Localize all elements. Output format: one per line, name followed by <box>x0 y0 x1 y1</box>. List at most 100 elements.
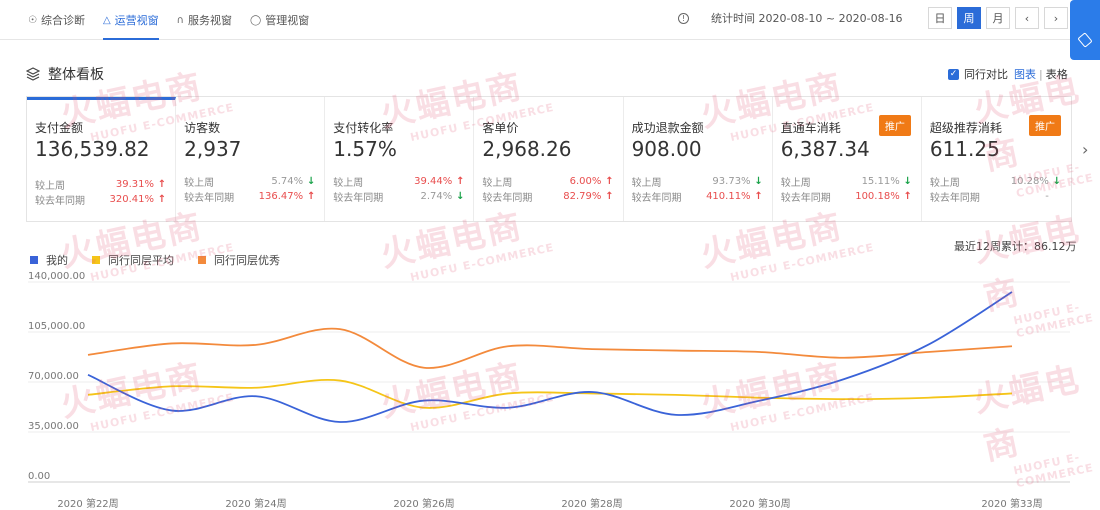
yoy-row: 较去年同期 82.79% ↑ <box>482 189 614 204</box>
x-tick-label: 2020 第33周 <box>981 497 1042 510</box>
metric-label: 成功退款金额 <box>631 121 704 135</box>
yoy-row: 较去年同期 136.47% ↑ <box>184 189 316 204</box>
wow-label: 较上周 <box>482 178 513 189</box>
x-tick-label: 2020 第24周 <box>225 497 286 510</box>
wow-row: 较上周 10.28% ↓ <box>930 174 1062 189</box>
yoy-row: 较去年同期 - <box>930 189 1062 204</box>
wow-row: 较上周 6.00% ↑ <box>482 174 614 189</box>
wow-value: 39.31% <box>115 179 154 190</box>
wow-label: 较上周 <box>184 178 215 189</box>
metric-comparisons: 较上周 93.73% ↓ 较去年同期 410.11% ↑ <box>632 174 764 204</box>
wow-label: 较上周 <box>35 181 65 192</box>
metric-card[interactable]: 成功退款金额 908.00 较上周 93.73% ↓ 较去年同期 410.11% ↑ <box>624 97 773 221</box>
y-tick-label: 105,000.00 <box>28 321 85 332</box>
chevron-right-icon: › <box>1053 11 1059 25</box>
x-tick-label: 2020 第30周 <box>729 497 790 510</box>
metric-card[interactable]: 直通车消耗 6,387.34 推广 较上周 15.11% ↓ 较去年同期 100.18% ↑ <box>773 97 922 221</box>
metric-card[interactable]: 支付转化率 1.57% 较上周 39.44% ↑ 较去年同期 2.74% ↓ <box>325 97 475 221</box>
tab-management[interactable]: ◯ 管理视窗 <box>250 0 309 40</box>
tab-diagnosis[interactable]: ☉ 综合诊断 <box>28 0 85 40</box>
tab-service[interactable]: ∩ 服务视窗 <box>177 0 232 40</box>
compare-checkbox[interactable]: ✓ <box>948 68 959 80</box>
edit-icon <box>1077 32 1093 48</box>
metric-card[interactable]: 客单价 2,968.26 较上周 6.00% ↑ 较去年同期 82.79% ↑ <box>474 97 624 221</box>
shield-icon: △ <box>102 14 111 26</box>
promo-badge[interactable]: 推广 <box>1028 115 1061 136</box>
wow-value: 10.28% <box>1010 176 1049 187</box>
yoy-value: 136.47% <box>258 191 304 202</box>
layers-icon <box>26 67 40 81</box>
arrow-up-icon: ↑ <box>456 176 465 187</box>
metric-label: 直通车消耗 <box>780 121 841 135</box>
wow-value: 6.00% <box>569 176 602 187</box>
arrow-down-icon: ↓ <box>456 191 465 202</box>
view-table-link[interactable]: 表格 <box>1045 68 1068 81</box>
metric-comparisons: 较上周 39.44% ↑ 较去年同期 2.74% ↓ <box>333 174 465 204</box>
tab-operations[interactable]: △ 运营视窗 <box>102 0 159 40</box>
wow-value: 15.11% <box>861 176 900 187</box>
arrow-down-icon: ↓ <box>1052 176 1062 187</box>
medal-icon: ◯ <box>250 14 262 26</box>
yoy-label: 较去年同期 <box>631 193 682 204</box>
yoy-value: - <box>1045 191 1049 202</box>
metric-value: 2,937 <box>184 137 242 161</box>
metric-card[interactable]: 访客数 2,937 较上周 5.74% ↓ 较去年同期 136.47% ↑ <box>176 97 326 221</box>
tab-label: 运营视窗 <box>114 14 159 27</box>
view-chart-link[interactable]: 图表 <box>1014 68 1036 81</box>
stat-period-label: 统计时间 2020-08-10 ~ 2020-08-16 <box>711 12 903 25</box>
metric-value: 611.25 <box>929 137 1000 161</box>
side-tool-button[interactable] <box>1070 0 1100 60</box>
legend-label: 我的 <box>46 254 68 267</box>
cards-next-button[interactable]: › <box>1082 140 1088 159</box>
y-tick-label: 0.00 <box>28 471 50 482</box>
period-week-button[interactable]: 周 <box>957 7 981 29</box>
chart-legend: 我的 同行同层平均 同行同层优秀 <box>30 252 304 268</box>
yoy-label: 较去年同期 <box>482 193 533 204</box>
legend-item[interactable]: 我的 <box>30 252 68 268</box>
series-line-0[interactable] <box>87 291 1013 423</box>
metric-value: 136,539.82 <box>35 137 150 161</box>
stat-period: ! 统计时间 2020-08-10 ~ 2020-08-16 <box>678 0 903 36</box>
prev-period-button[interactable]: ‹ <box>1015 7 1039 29</box>
yoy-value: 82.79% <box>563 191 602 202</box>
wow-row: 较上周 5.74% ↓ <box>184 174 316 189</box>
metric-comparisons: 较上周 15.11% ↓ 较去年同期 100.18% ↑ <box>781 174 913 204</box>
yoy-label: 较去年同期 <box>780 193 831 204</box>
arrow-up-icon: ↑ <box>157 194 167 205</box>
cumulative-total: 最近12周累计：86.12万 <box>954 240 1077 253</box>
wow-row: 较上周 93.73% ↓ <box>632 174 764 189</box>
yoy-value: 320.41% <box>109 194 155 205</box>
arrow-up-icon: ↑ <box>605 191 614 202</box>
metric-label: 访客数 <box>184 121 221 135</box>
wow-label: 较上周 <box>929 178 960 189</box>
next-period-button[interactable]: › <box>1044 7 1068 29</box>
view-separator: | <box>1039 67 1043 81</box>
period-day-button[interactable]: 日 <box>928 7 952 29</box>
section-title: 整体看板 <box>48 67 104 83</box>
y-tick-label: 35,000.00 <box>28 421 79 432</box>
compare-label: 同行对比 <box>964 68 1008 81</box>
legend-item[interactable]: 同行同层平均 <box>92 252 174 268</box>
yoy-label: 较去年同期 <box>333 193 384 204</box>
wow-row: 较上周 15.11% ↓ <box>781 174 913 189</box>
series-line-1[interactable] <box>87 379 1013 409</box>
metric-label: 支付金额 <box>35 121 84 135</box>
arrow-up-icon: ↑ <box>903 191 912 202</box>
section-header: 整体看板 <box>26 56 104 92</box>
arrow-down-icon: ↓ <box>306 176 316 187</box>
metric-value: 908.00 <box>631 137 702 161</box>
wow-row: 较上周 39.44% ↑ <box>333 174 465 189</box>
wow-value: 39.44% <box>414 176 453 187</box>
promo-badge[interactable]: 推广 <box>878 115 911 136</box>
wow-row: 较上周 39.31% ↑ <box>35 177 167 192</box>
period-month-button[interactable]: 月 <box>986 7 1010 29</box>
period-switch: 日 周 月 ‹ › <box>928 7 1073 29</box>
x-tick-label: 2020 第28周 <box>561 497 622 510</box>
metric-card[interactable]: 超级推荐消耗 611.25 推广 较上周 10.28% ↓ 较去年同期 - <box>922 97 1071 221</box>
legend-item[interactable]: 同行同层优秀 <box>198 252 280 268</box>
arrow-down-icon: ↓ <box>754 176 763 187</box>
series-line-2[interactable] <box>87 327 1013 369</box>
metric-card[interactable]: 支付金额 136,539.82 较上周 39.31% ↑ 较去年同期 320.41% ↑ <box>27 97 177 221</box>
y-tick-label: 70,000.00 <box>28 371 79 382</box>
info-icon[interactable]: ! <box>678 12 689 24</box>
